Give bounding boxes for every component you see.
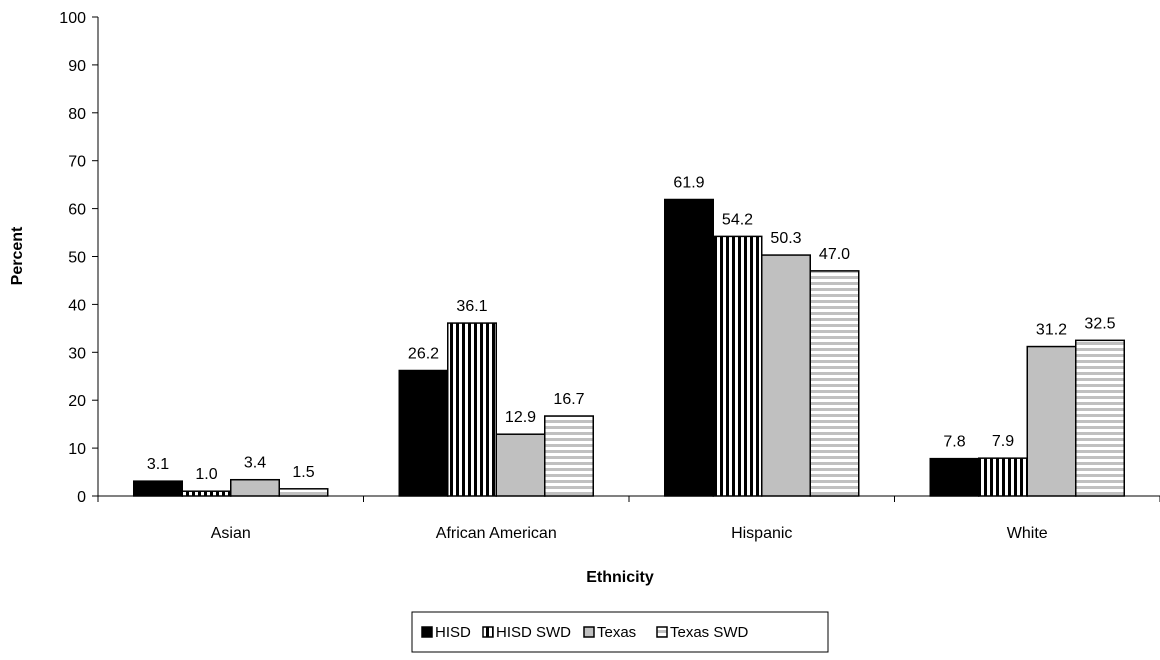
y-tick-label: 60 (68, 202, 86, 219)
legend-swatch (482, 626, 494, 638)
legend-swatch (656, 626, 668, 638)
bar-hisd (133, 480, 183, 497)
legend-swatch (583, 626, 595, 638)
y-tick-label: 30 (68, 345, 86, 362)
data-label: 26.2 (408, 346, 439, 363)
x-tick-label: Hispanic (731, 525, 792, 542)
data-label: 61.9 (673, 174, 704, 191)
legend-label: HISD SWD (496, 624, 571, 641)
legend-label: HISD (435, 624, 471, 641)
data-label: 31.2 (1036, 322, 1067, 339)
legend-swatch (421, 626, 433, 638)
legend: HISD HISD SWD Texas Texas SWD (411, 611, 829, 653)
bar-texas (495, 433, 546, 497)
bar-texas (230, 478, 280, 497)
y-axis-title: Percent (9, 226, 26, 285)
y-tick-label: 50 (68, 250, 86, 267)
data-label: 1.0 (195, 466, 217, 483)
bar-hisd (929, 457, 980, 497)
x-tick-label: White (1007, 525, 1048, 542)
y-tick-label: 90 (68, 58, 86, 75)
bar-hisd-swd (181, 490, 232, 497)
data-label: 7.9 (992, 433, 1014, 450)
bar-hisd-swd (712, 235, 763, 497)
bar-texas-swd (1075, 339, 1125, 497)
bar-texas-swd (278, 488, 329, 497)
y-tick-label: 80 (68, 106, 86, 123)
data-labels: 3.1 26.2 61.9 7.8 1.0 36.1 54.2 7.9 3.4 12.9 50.3 3… (147, 174, 1116, 483)
data-label: 1.5 (292, 464, 314, 481)
y-axis: 0 10 20 30 40 50 60 70 80 90 100 (59, 10, 99, 506)
x-tick-label: Asian (211, 525, 251, 542)
bar-texas (1026, 345, 1077, 497)
bar-texas-swd (809, 270, 860, 497)
x-tick-label: African American (436, 525, 557, 542)
legend-box (411, 611, 829, 653)
bar-hisd-swd (447, 322, 497, 497)
data-label: 3.4 (244, 455, 266, 472)
legend-label: Texas (597, 624, 636, 641)
data-label: 36.1 (456, 298, 487, 315)
bar-texas-swd (544, 415, 594, 497)
bar-hisd-swd (978, 457, 1028, 497)
legend-label: Texas SWD (670, 624, 749, 641)
data-label: 50.3 (770, 230, 801, 247)
y-tick-label: 20 (68, 393, 86, 410)
y-tick-label: 70 (68, 154, 86, 171)
bar-hisd (398, 369, 449, 497)
x-axis-title: Ethnicity (586, 569, 654, 586)
y-tick-label: 10 (68, 441, 86, 458)
data-label: 3.1 (147, 456, 169, 473)
bar-hisd (664, 198, 714, 497)
data-label: 54.2 (722, 211, 753, 228)
bars (133, 198, 1125, 497)
data-label: 7.8 (943, 434, 965, 451)
data-label: 32.5 (1084, 315, 1115, 332)
y-tick-label: 100 (59, 10, 86, 27)
data-label: 47.0 (819, 246, 850, 263)
y-tick-label: 40 (68, 297, 86, 314)
bar-texas (761, 254, 811, 497)
y-tick-label: 0 (77, 489, 86, 506)
x-axis: Asian African American Hispanic White (97, 495, 1160, 542)
data-label: 12.9 (505, 409, 536, 426)
data-label: 16.7 (553, 391, 584, 408)
